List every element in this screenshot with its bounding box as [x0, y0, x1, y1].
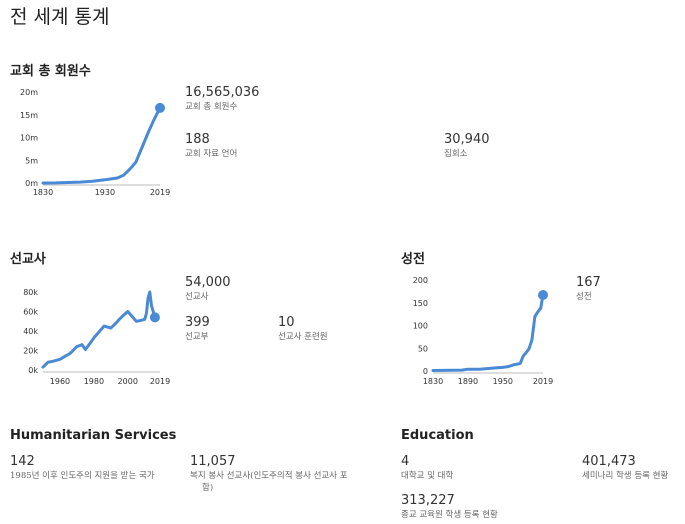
x-tick-label: 1930 [95, 188, 115, 197]
stat-value: 167 [576, 275, 601, 290]
y-tick-label: 80k [23, 288, 38, 297]
stat-label: 집회소 [444, 149, 468, 159]
series-line [41, 290, 157, 369]
stat-label: 교회 자료 언어 [185, 149, 238, 159]
end-point-marker [155, 102, 165, 113]
y-tick-label: 15m [20, 111, 38, 120]
x-tick-label: 2019 [150, 377, 170, 386]
temples-stat-temples: 167 성전 [576, 275, 601, 302]
stat-label: 세미나리 학생 등록 현황 [582, 471, 669, 481]
x-tick-label: 1830 [33, 188, 53, 197]
humanitarian-stat-welfare-missionaries: 11,057 복지 봉사 선교사(인도주의적 봉사 선교사 포 함) [190, 454, 348, 493]
members-stat-languages: 188 교회 자료 언어 [185, 132, 237, 159]
stat-value: 54,000 [185, 275, 231, 290]
stat-label-continued: 함) [202, 483, 214, 493]
missionaries-stat-missions: 399 선교부 [185, 315, 210, 342]
x-tick-label: 1950 [493, 377, 513, 386]
y-tick-label: 10m [20, 134, 38, 143]
members-stat-total: 16,565,036 교회 총 회원수 [185, 85, 259, 112]
stat-label: 복지 봉사 선교사(인도주의적 봉사 선교사 포 [190, 471, 348, 481]
stat-value: 313,227 [401, 493, 455, 508]
education-stat-universities: 4 대학교 및 대학 [401, 454, 453, 481]
y-tick-label: 20k [23, 347, 38, 356]
x-tick-label: 1830 [423, 377, 443, 386]
education-stat-seminary: 401,473 세미나리 학생 등록 현황 [582, 454, 668, 481]
education-section-title: Education [401, 428, 474, 443]
y-tick-label: 0 [423, 367, 428, 376]
missionaries-chart: 0k 20k 40k 60k 80k 1960 1980 2000 2019 [23, 288, 170, 386]
stat-label: 종교 교육원 학생 등록 현황 [401, 510, 498, 520]
y-tick-label: 20m [20, 88, 38, 97]
members-stat-congregations: 30,940 집회소 [444, 132, 490, 159]
stat-value: 188 [185, 132, 210, 147]
stat-value: 16,565,036 [185, 85, 260, 100]
y-tick-label: 100 [413, 322, 428, 331]
education-stat-institute: 313,227 종교 교육원 학생 등록 현황 [401, 493, 498, 520]
stat-label: 선교사 훈련원 [278, 332, 328, 342]
stat-value: 401,473 [582, 454, 636, 469]
stat-value: 142 [10, 454, 35, 469]
end-point-marker [538, 290, 548, 301]
y-tick-label: 60k [23, 308, 38, 317]
x-tick-label: 2019 [150, 188, 170, 197]
missionaries-stat-training-centers: 10 선교사 훈련원 [278, 315, 328, 342]
page-title: 전 세계 통계 [10, 6, 110, 28]
humanitarian-section-title: Humanitarian Services [10, 428, 177, 443]
stat-label: 교회 총 회원수 [185, 102, 238, 112]
members-section-title: 교회 총 회원수 [10, 64, 91, 79]
stat-label: 성전 [576, 292, 592, 302]
y-tick-label: 50 [418, 344, 428, 353]
missionaries-section-title: 선교사 [10, 252, 46, 267]
y-tick-label: 5m [25, 156, 38, 165]
missionaries-stat-missionaries: 54,000 선교사 [185, 275, 231, 302]
x-tick-label: 2019 [533, 377, 553, 386]
stat-label: 선교사 [185, 292, 209, 302]
x-tick-label: 1890 [458, 377, 478, 386]
stat-value: 4 [401, 454, 410, 469]
y-tick-label: 150 [413, 299, 428, 308]
y-tick-label: 0k [28, 366, 38, 375]
end-point-marker [149, 312, 160, 323]
stat-label: 대학교 및 대학 [401, 471, 454, 481]
temples-chart: 0 50 100 150 200 1830 1890 1950 2019 [413, 276, 553, 386]
members-chart: 0m 5m 10m 15m 20m 1830 1930 2019 [20, 88, 170, 197]
series-line [41, 106, 162, 185]
x-tick-label: 2000 [118, 377, 138, 386]
x-tick-label: 1960 [50, 377, 70, 386]
series-line [431, 293, 545, 372]
stat-value: 399 [185, 315, 210, 330]
y-tick-label: 0m [25, 179, 38, 188]
stat-value: 11,057 [190, 454, 236, 469]
stat-value: 30,940 [444, 132, 490, 147]
x-tick-label: 1980 [84, 377, 104, 386]
stat-label: 선교부 [185, 332, 209, 342]
y-tick-label: 40k [23, 327, 38, 336]
humanitarian-stat-countries: 142 1985년 이후 인도주의 지원을 받는 국가 [10, 454, 155, 481]
stat-label: 1985년 이후 인도주의 지원을 받는 국가 [10, 471, 155, 481]
y-tick-label: 200 [413, 276, 428, 285]
stat-value: 10 [278, 315, 295, 330]
temples-section-title: 성전 [401, 252, 425, 267]
